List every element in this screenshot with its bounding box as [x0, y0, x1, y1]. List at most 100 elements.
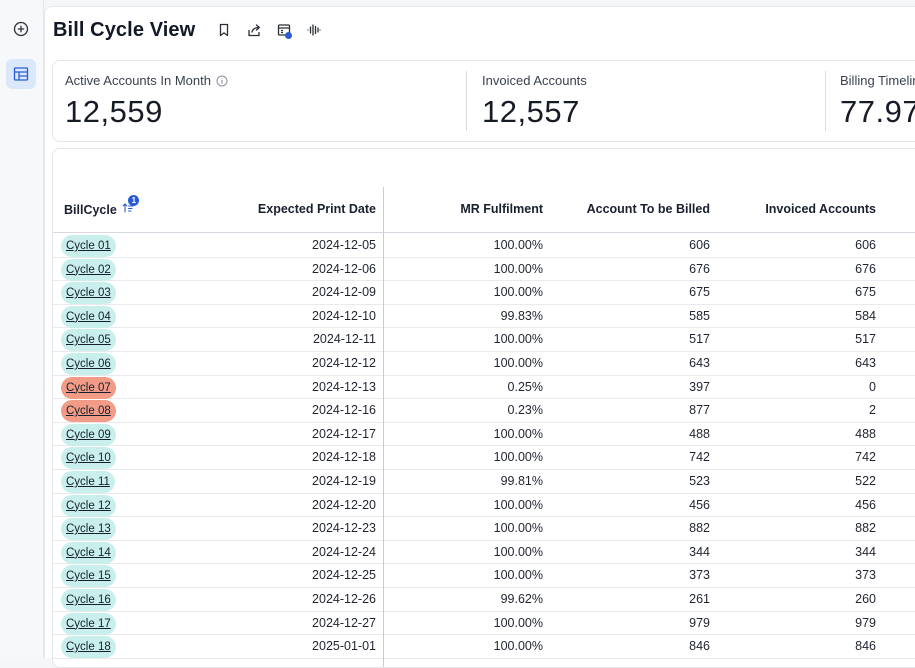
account-to-be-billed-cell: 344: [689, 544, 710, 559]
info-icon: [216, 75, 228, 86]
cycle-link[interactable]: Cycle 05: [61, 329, 116, 352]
mr-fulfilment-cell: 0.25%: [507, 379, 543, 394]
account-to-be-billed-cell: 261: [689, 592, 710, 606]
expected-print-date-cell: 2024-12-12: [312, 356, 376, 370]
invoiced-accounts-cell: 522: [855, 474, 876, 488]
mr-fulfilment-cell: 100.00%: [493, 261, 543, 276]
account-to-be-billed-cell: 676: [689, 261, 710, 276]
cycle-link[interactable]: Cycle 03: [61, 282, 116, 305]
invoiced-accounts-cell: 979: [855, 615, 876, 630]
cycle-link[interactable]: Cycle 06: [61, 353, 116, 375]
cycle-link[interactable]: Cycle 10: [61, 447, 116, 470]
expected-print-date-cell: 2024-12-25: [312, 568, 376, 583]
cycle-link[interactable]: Cycle 12: [61, 494, 116, 517]
account-to-be-billed-cell: 882: [689, 521, 710, 536]
share-icon: [248, 23, 260, 36]
table-row: Cycle 10 2024-12-18 100.00% 742 742: [53, 446, 915, 470]
sort-order-badge: 1: [128, 195, 140, 206]
cycle-link[interactable]: Cycle 08: [61, 400, 116, 423]
notification-dot: [285, 32, 293, 39]
mr-fulfilment-cell: 100.00%: [493, 497, 543, 512]
mr-fulfilment-cell: 100.00%: [493, 568, 543, 583]
account-to-be-billed-cell: 523: [689, 474, 710, 488]
kpi-label: Invoiced Accounts: [482, 73, 587, 88]
col-header-account-to-be-billed[interactable]: Account To be Billed: [586, 202, 710, 216]
account-to-be-billed-cell: 675: [689, 285, 710, 300]
cycle-link[interactable]: Cycle 14: [61, 541, 116, 564]
expected-print-date-cell: 2024-12-26: [312, 592, 376, 606]
kpi-label: Active Accounts In Month: [65, 73, 211, 88]
account-to-be-billed-cell: 373: [689, 568, 710, 583]
invoiced-accounts-cell: 517: [855, 332, 876, 347]
expected-print-date-cell: 2024-12-18: [312, 450, 376, 465]
left-rail: [0, 0, 44, 658]
invoiced-accounts-cell: 488: [855, 426, 876, 441]
account-to-be-billed-cell: 877: [689, 403, 710, 418]
cycle-link[interactable]: Cycle 04: [61, 305, 116, 328]
ai-insights-button[interactable]: [299, 18, 329, 42]
col-header-billcycle[interactable]: BillCycle 1: [64, 195, 140, 217]
table-row: Cycle 06 2024-12-12 100.00% 643 643: [53, 352, 915, 376]
table-row: Cycle 18 2025-01-01 100.00% 846 846: [53, 635, 915, 659]
kpi-billing-timeline: Billing Timeline 77.97%: [828, 61, 915, 141]
bookmark-button[interactable]: [209, 18, 239, 42]
cycle-link[interactable]: Cycle 16: [61, 589, 116, 611]
col-header-expected-print-date[interactable]: Expected Print Date: [257, 202, 376, 216]
table-row: Cycle 11 2024-12-19 99.81% 523 522: [53, 470, 915, 494]
account-to-be-billed-cell: 979: [689, 615, 710, 630]
table-row: Cycle 07 2024-12-13 0.25% 397 0: [53, 376, 915, 400]
sort-indicator[interactable]: 1: [122, 195, 140, 214]
table-row: Cycle 03 2024-12-09 100.00% 675 675: [53, 281, 915, 305]
invoiced-accounts-cell: 846: [855, 639, 876, 654]
invoiced-accounts-cell: 643: [855, 356, 876, 370]
mr-fulfilment-cell: 0.23%: [507, 403, 543, 418]
kpi-value: 77.97%: [840, 94, 915, 129]
share-button[interactable]: [239, 18, 269, 42]
cycle-link[interactable]: Cycle 02: [61, 258, 116, 281]
mr-fulfilment-cell: 99.81%: [500, 474, 543, 488]
invoiced-accounts-cell: 742: [855, 450, 876, 465]
kpi-invoiced-accounts: Invoiced Accounts 12,557: [470, 61, 825, 141]
kpi-active-accounts: Active Accounts In Month 12,559: [53, 61, 463, 141]
add-button[interactable]: [6, 14, 36, 44]
cycle-link[interactable]: Cycle 18: [61, 636, 116, 659]
table-view-button[interactable]: [6, 59, 36, 89]
page-header: Bill Cycle View: [53, 17, 329, 43]
table-header: BillCycle 1 Expected Print Date MR Fulfi…: [53, 149, 915, 233]
calendar-icon: [277, 23, 290, 36]
table-row: Cycle 02 2024-12-06 100.00% 676 676: [53, 258, 915, 282]
invoiced-accounts-cell: 676: [855, 261, 876, 276]
table-row: Cycle 16 2024-12-26 99.62% 261 260: [53, 588, 915, 612]
waveform-icon: [307, 24, 321, 36]
mr-fulfilment-cell: 99.62%: [500, 592, 543, 606]
kpi-strip: Active Accounts In Month 12,559 Invoiced…: [52, 60, 915, 142]
col-header-mr-fulfilment[interactable]: MR Fulfilment: [460, 202, 543, 216]
table-icon: [13, 67, 29, 81]
expected-print-date-cell: 2024-12-10: [312, 308, 376, 323]
table-row: Cycle 09 2024-12-17 100.00% 488 488: [53, 423, 915, 447]
plus-circle-icon: [13, 21, 29, 37]
cycle-link[interactable]: Cycle 15: [61, 565, 116, 588]
expected-print-date-cell: 2024-12-09: [312, 285, 376, 300]
cycle-link[interactable]: Cycle 17: [61, 612, 116, 635]
schedule-button[interactable]: [269, 18, 299, 42]
mr-fulfilment-cell: 100.00%: [493, 426, 543, 441]
cycle-link[interactable]: Cycle 13: [61, 518, 116, 541]
cycle-link[interactable]: Cycle 09: [61, 423, 116, 446]
account-to-be-billed-cell: 456: [689, 497, 710, 512]
cycle-link[interactable]: Cycle 11: [61, 471, 115, 493]
page-title: Bill Cycle View: [53, 18, 196, 41]
cycle-link[interactable]: Cycle 07: [61, 376, 116, 399]
cycle-link[interactable]: Cycle 01: [61, 235, 116, 257]
col-header-invoiced-accounts[interactable]: Invoiced Accounts: [765, 202, 876, 216]
mr-fulfilment-cell: 100.00%: [493, 285, 543, 300]
bookmark-icon: [220, 23, 229, 37]
mr-fulfilment-cell: 100.00%: [493, 544, 543, 559]
main-panel: Bill Cycle View Active Accounts In Month: [44, 6, 915, 668]
expected-print-date-cell: 2024-12-19: [312, 474, 376, 488]
invoiced-accounts-cell: 675: [855, 285, 876, 300]
mr-fulfilment-cell: 100.00%: [493, 521, 543, 536]
sort-ascending-icon: [123, 203, 134, 213]
invoiced-accounts-cell: 0: [869, 379, 876, 394]
expected-print-date-cell: 2024-12-20: [312, 497, 376, 512]
